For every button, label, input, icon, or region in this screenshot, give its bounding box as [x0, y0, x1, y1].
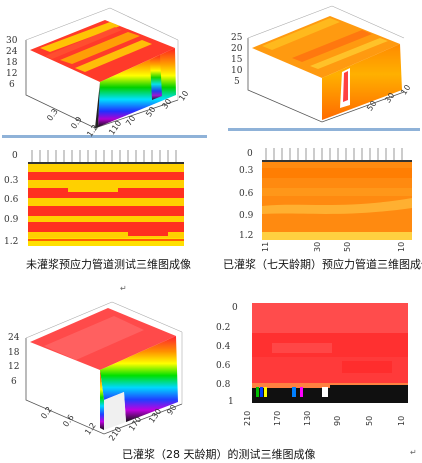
p2-ytick: 5: [234, 77, 240, 87]
heatmap-ungrouted: [28, 150, 184, 246]
p4-xtick: 50: [343, 241, 352, 252]
p3-ytick: 0.6: [4, 195, 19, 205]
p6-xtick: 210: [243, 410, 252, 426]
p4-ytick: 1.2: [239, 231, 254, 241]
p5-ytick: 24: [8, 333, 20, 343]
p4-ytick: 0: [247, 149, 253, 159]
caption-28day: 已灌浆（28 天龄期）的测试三维图成像: [122, 448, 316, 461]
p4-ytick: 0.6: [239, 189, 254, 199]
p6-xtick: 90: [333, 415, 342, 426]
surface-plot-7day: [247, 5, 405, 123]
p1-ytick: 24: [6, 47, 18, 57]
p1-ytick: 6: [9, 80, 15, 90]
p2-ytick: 20: [231, 44, 243, 54]
surface-plot-ungrouted: [25, 7, 179, 129]
p4-ytick: 0.9: [239, 211, 254, 221]
divider-left: [2, 135, 207, 138]
p4-xtick: 10: [397, 241, 406, 252]
p4-xtick: 30: [313, 241, 322, 252]
p5-ytick: 6: [11, 377, 17, 387]
caption-ungrouted: 未灌浆预应力管道测试三维图成像: [26, 258, 191, 271]
p3-ytick: 1.2: [4, 237, 19, 247]
p6-ytick: 0.2: [216, 323, 231, 333]
p6-xtick: 170: [273, 410, 282, 426]
paragraph-mark: ↵: [120, 284, 127, 293]
p5-ytick: 12: [8, 362, 20, 372]
p5-ytick: 18: [8, 348, 20, 358]
p6-ytick: 0.8: [216, 380, 231, 390]
p6-ytick: 0: [232, 303, 238, 313]
p3-ytick: 0.3: [4, 176, 19, 186]
heatmap-7day: [262, 148, 412, 240]
p4-ytick: 0.3: [239, 166, 254, 176]
p6-xtick: 50: [365, 415, 374, 426]
p6-xtick: 10: [397, 415, 406, 426]
p3-ytick: 0.9: [4, 215, 19, 225]
paragraph-mark: ↵: [410, 448, 417, 457]
p2-ytick: 15: [231, 55, 243, 65]
p6-ytick: 0.4: [216, 342, 231, 352]
p1-ytick: 18: [6, 58, 18, 68]
surface-plot-28day: [25, 301, 183, 435]
p6-ytick: 0.6: [216, 361, 231, 371]
p3-ytick: 0: [12, 151, 18, 161]
p6-ytick: 1: [228, 397, 234, 407]
heatmap-28day: [252, 303, 408, 403]
caption-7day: 已灌浆（七天龄期）预应力管道三维图成像: [223, 258, 422, 271]
p2-ytick: 25: [231, 33, 243, 43]
p6-xtick: 130: [303, 410, 312, 426]
p1-ytick: 30: [6, 36, 18, 46]
p2-ytick: 10: [231, 66, 243, 76]
p4-xtick: 11: [261, 241, 270, 252]
divider-right: [228, 128, 420, 131]
p1-ytick: 12: [6, 69, 18, 79]
